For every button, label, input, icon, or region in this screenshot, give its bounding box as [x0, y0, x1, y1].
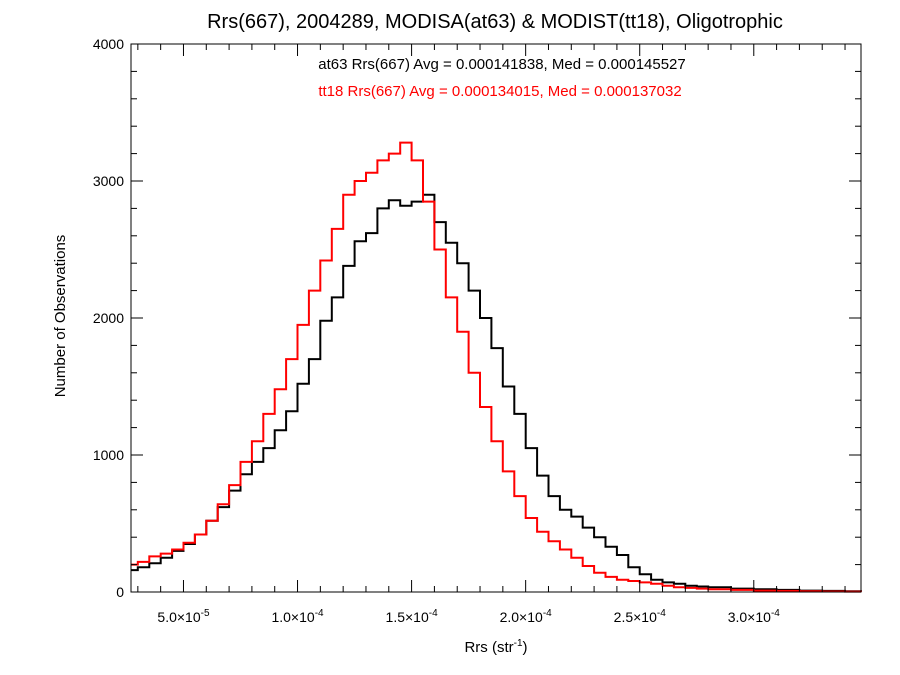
y-tick-label-4: 4000 — [93, 36, 124, 52]
x-tick-label-4: 2.5×10-4 — [614, 608, 667, 625]
x-tick-label-exponent: -4 — [315, 608, 324, 619]
x-tick-label-mantissa: 5.0×10 — [157, 609, 200, 625]
x-axis-label: Rrs (str-1) — [464, 638, 527, 656]
series-1-line — [131, 141, 862, 593]
y-axis-label: Number of Observations — [52, 235, 69, 398]
y-tick-label-1: 1000 — [93, 447, 124, 463]
y-tick-label-3: 3000 — [93, 173, 124, 189]
x-tick-label-mantissa: 1.5×10 — [386, 609, 429, 625]
series-layer — [131, 141, 862, 593]
x-tick-label-0: 5.0×10-5 — [157, 608, 210, 625]
x-tick-label-2: 1.5×10-4 — [386, 608, 439, 625]
x-tick-label-mantissa: 3.0×10 — [728, 609, 771, 625]
x-tick-label-5: 3.0×10-4 — [728, 608, 781, 625]
annotation-at63: at63 Rrs(667) Avg = 0.000141838, Med = 0… — [318, 56, 686, 73]
x-tick-label-mantissa: 2.0×10 — [500, 609, 543, 625]
x-axis-label-end: ) — [523, 639, 528, 656]
x-tick-label-mantissa: 2.5×10 — [614, 609, 657, 625]
x-tick-label-3: 2.0×10-4 — [500, 608, 553, 625]
x-tick-label-exponent: -5 — [201, 608, 210, 619]
ticks-layer: 5.0×10-5 1.0×10-4 1.5×10-4 2.0×10-4 2.5×10-4… — [93, 36, 861, 625]
x-tick-label-mantissa: 1.0×10 — [271, 609, 314, 625]
y-tick-label-2: 2000 — [93, 310, 124, 326]
chart-title: Rrs(667), 2004289, MODISA(at63) & MODIST… — [207, 11, 783, 33]
y-tick-label-0: 0 — [116, 584, 124, 600]
x-axis-label-superscript: -1 — [514, 638, 523, 649]
x-tick-label-exponent: -4 — [771, 608, 780, 619]
x-axis-label-text: Rrs (str — [464, 639, 513, 656]
x-tick-label-exponent: -4 — [657, 608, 666, 619]
x-tick-label-1: 1.0×10-4 — [271, 608, 324, 625]
x-tick-label-exponent: -4 — [429, 608, 438, 619]
x-tick-label-exponent: -4 — [543, 608, 552, 619]
annotation-tt18: tt18 Rrs(667) Avg = 0.000134015, Med = 0… — [318, 83, 681, 100]
